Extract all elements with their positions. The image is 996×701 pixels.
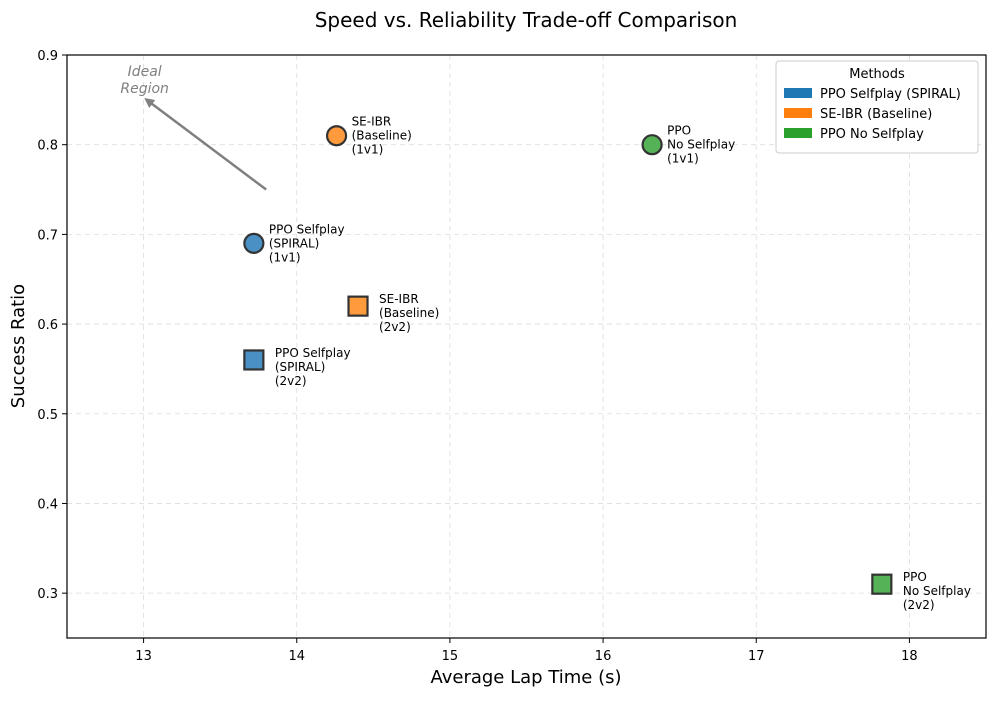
data-point-label-line: No Selfplay xyxy=(903,584,971,598)
data-point-label-line: (2v2) xyxy=(379,320,411,334)
y-tick-label: 0.4 xyxy=(37,497,58,512)
annotation: Ideal Region xyxy=(120,64,267,191)
legend-entry-label: SE-IBR (Baseline) xyxy=(820,107,932,122)
data-point-square xyxy=(347,295,369,317)
data-point-label-line: PPO xyxy=(667,124,691,138)
y-tick-label: 0.7 xyxy=(37,228,58,243)
legend-entry-label: PPO No Selfplay xyxy=(820,127,924,142)
legend-swatch xyxy=(784,88,812,98)
data-point-square xyxy=(871,573,893,595)
axes: 13 14 15 16 17 18 0.3 0.4 0.5 0.6 0.7 0.8 0.9 xyxy=(37,49,987,664)
data-point-circle xyxy=(243,232,265,254)
data-point-label: SE-IBR (Baseline) (1v1) xyxy=(352,115,412,157)
data-point-label-line: (SPIRAL) xyxy=(275,360,326,374)
legend-swatch xyxy=(784,108,812,118)
data-point-circle xyxy=(325,125,348,147)
y-tick-label: 0.8 xyxy=(37,139,58,154)
data-point-label-line: PPO xyxy=(903,570,927,584)
data-point-label-line: PPO Selfplay xyxy=(275,346,351,360)
data-point-label-line: SE-IBR xyxy=(379,292,419,306)
data-point-label-line: (SPIRAL) xyxy=(269,236,320,250)
ideal-region-label-line: Region xyxy=(120,81,169,97)
x-tick-label: 15 xyxy=(442,649,459,664)
y-tick-label: 0.9 xyxy=(37,49,58,64)
data-point-label: PPO No Selfplay (2v2) xyxy=(903,570,971,612)
data-point-label-line: (1v1) xyxy=(667,152,699,166)
data-point-label-line: (2v2) xyxy=(275,374,307,388)
data-point-label: PPO Selfplay (SPIRAL) (2v2) xyxy=(275,346,351,388)
data-point-label: PPO Selfplay (SPIRAL) (1v1) xyxy=(269,222,345,264)
data-point-label-line: (1v1) xyxy=(352,143,384,157)
data-point-label-line: (2v2) xyxy=(903,598,935,612)
y-tick-label: 0.5 xyxy=(37,408,58,423)
y-tick-label: 0.6 xyxy=(37,318,58,333)
x-tick-label: 16 xyxy=(595,649,612,664)
data-points: PPO Selfplay (SPIRAL) (1v1)PPO Selfplay (SP… xyxy=(243,115,971,612)
legend: Methods PPO Selfplay (SPIRAL) SE-IBR (Base… xyxy=(775,60,979,154)
legend-title: Methods xyxy=(849,67,905,82)
ideal-region-label-line: Ideal xyxy=(128,64,162,80)
data-point-square xyxy=(243,349,265,371)
y-axis-label: Success Ratio xyxy=(8,284,29,408)
data-point-circle xyxy=(641,134,663,156)
legend-swatch xyxy=(784,128,812,138)
data-point-label-line: (1v1) xyxy=(269,250,301,264)
data-point-label-line: PPO Selfplay xyxy=(269,222,345,236)
x-axis-label: Average Lap Time (s) xyxy=(430,667,621,688)
x-tick-label: 13 xyxy=(135,649,152,664)
x-tick-label: 17 xyxy=(748,649,765,664)
data-point-label: SE-IBR (Baseline) (2v2) xyxy=(379,292,439,334)
data-point-label-line: No Selfplay xyxy=(667,138,735,152)
legend-entry-label: PPO Selfplay (SPIRAL) xyxy=(820,87,961,102)
plot-frame xyxy=(66,54,987,639)
ideal-region-label: Ideal Region xyxy=(120,64,169,97)
legend-box xyxy=(775,60,979,154)
x-tick-label: 18 xyxy=(901,649,918,664)
x-tick-label: 14 xyxy=(288,649,305,664)
ideal-region-arrow xyxy=(144,98,267,191)
data-point-label-line: SE-IBR xyxy=(352,115,392,129)
y-tick-label: 0.3 xyxy=(37,587,58,602)
data-point-label-line: (Baseline) xyxy=(352,129,412,143)
data-point-label: PPO No Selfplay (1v1) xyxy=(667,124,735,166)
chart-title: Speed vs. Reliability Trade-off Comparis… xyxy=(315,8,738,32)
data-point-label-line: (Baseline) xyxy=(379,306,439,320)
